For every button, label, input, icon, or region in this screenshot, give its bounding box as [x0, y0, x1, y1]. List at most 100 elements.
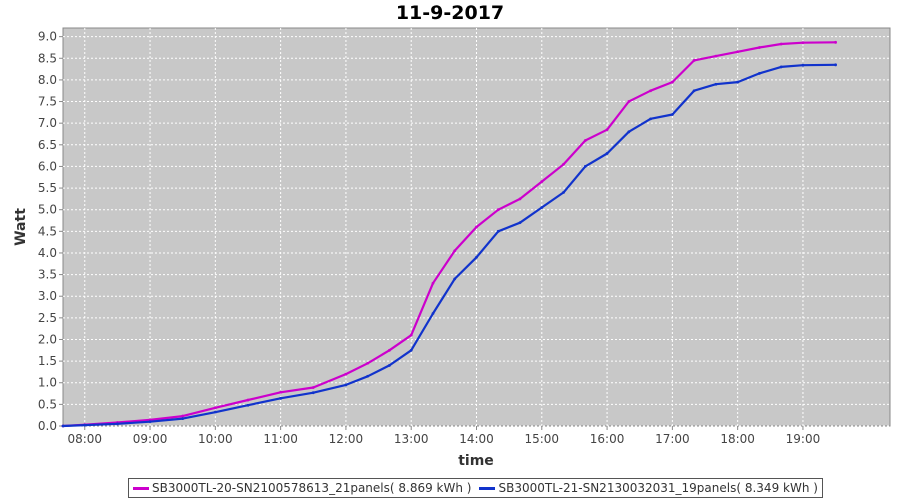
series-2-point: [583, 165, 587, 168]
axes: 0.0 0.5 1.0 1.5 2.0 2.5 3.0 3.5 4.0 4.5 5.0 5.5 6.0 6…: [38, 30, 820, 446]
series-2-point: [279, 396, 283, 400]
series-line-2: [62, 63, 836, 428]
grid-lines: [63, 28, 890, 427]
series-1-point: [409, 333, 413, 337]
series-2-point: [692, 89, 696, 93]
series-2-point: [388, 364, 391, 367]
series-2-point: [409, 348, 413, 352]
series-1-point: [518, 197, 522, 201]
series-2-point: [366, 374, 370, 378]
y-tick-label: 7.5: [38, 95, 57, 109]
y-tick-label: 6.5: [38, 138, 57, 152]
y-tick-label: 0.5: [38, 397, 57, 411]
chart-title: 11-9-2017: [395, 2, 505, 24]
series-2-point: [116, 422, 119, 426]
series-1-point: [758, 46, 761, 49]
series-2-point: [627, 130, 631, 134]
series-2-point: [736, 80, 740, 84]
series-2-point: [213, 410, 217, 414]
y-tick-label: 1.0: [38, 376, 57, 390]
series-1-point: [246, 398, 250, 402]
y-tick-label: 1.5: [38, 354, 57, 368]
x-tick-label: 10:00: [198, 432, 233, 446]
series-lines: [61, 40, 837, 428]
series-2-point: [758, 72, 761, 75]
series-2-point: [518, 221, 522, 225]
series-1-point: [779, 42, 783, 46]
series-1-point: [344, 372, 348, 376]
y-tick-label: 5.5: [38, 181, 57, 195]
series-2-point: [246, 403, 250, 407]
series-2-point: [779, 65, 783, 69]
x-tick-label: 15:00: [524, 432, 559, 446]
y-tick-label: 7.0: [38, 116, 57, 130]
series-1-point: [736, 50, 740, 54]
series-2-point: [431, 312, 435, 315]
series-1-point: [714, 54, 718, 58]
series-2-point: [311, 391, 315, 395]
y-tick-label: 3.5: [38, 268, 57, 282]
y-tick-label: 8.0: [38, 73, 57, 87]
series-1-point: [181, 414, 185, 418]
series-2-point: [834, 63, 837, 67]
legend-label: SB3000TL-21-SN2130032031_19panels( 8.349…: [498, 481, 818, 495]
series-1-point: [540, 180, 544, 183]
y-tick-label: 4.0: [38, 246, 57, 260]
x-tick-label: 11:00: [263, 432, 298, 446]
series-2-point: [540, 206, 544, 209]
legend-swatch: [479, 486, 496, 490]
x-tick-label: 16:00: [590, 432, 625, 446]
x-axis-label: time: [458, 453, 494, 469]
series-1-point: [475, 225, 478, 229]
legend: SB3000TL-20-SN2100578613_21panels( 8.869…: [128, 478, 823, 498]
series-1-point: [801, 41, 805, 45]
series-1-point: [605, 128, 609, 132]
legend-swatch: [133, 486, 149, 490]
series-1-point: [649, 89, 653, 93]
y-tick-label: 2.0: [38, 332, 57, 346]
series-2-point: [562, 190, 565, 194]
series-2-point: [714, 82, 718, 86]
series-2-point: [801, 63, 805, 67]
series-1-point: [431, 281, 435, 285]
series-1-point: [388, 348, 391, 352]
x-tick-label: 09:00: [133, 432, 168, 446]
y-tick-label: 4.5: [38, 224, 57, 238]
series-2-point: [83, 423, 87, 427]
x-tick-label: 13:00: [394, 432, 429, 446]
series-1-point: [670, 80, 674, 84]
series-1-point: [562, 162, 565, 166]
series-1-point: [453, 249, 457, 253]
x-tick-label: 08:00: [67, 432, 102, 446]
y-tick-label: 6.0: [38, 159, 57, 173]
series-1-point: [213, 406, 217, 410]
legend-item: SB3000TL-21-SN2130032031_19panels( 8.349…: [479, 481, 818, 495]
y-tick-label: 2.5: [38, 311, 57, 325]
series-1-point: [496, 208, 500, 212]
legend-label: SB3000TL-20-SN2100578613_21panels( 8.869…: [152, 481, 472, 495]
y-tick-label: 9.0: [38, 30, 57, 44]
y-tick-label: 3.0: [38, 289, 57, 303]
x-tick-label: 17:00: [655, 432, 690, 446]
series-1-point: [692, 59, 696, 62]
y-axis-label: Watt: [13, 208, 29, 246]
series-1-point: [627, 100, 631, 103]
x-tick-label: 19:00: [786, 432, 821, 446]
x-tick-label: 12:00: [329, 432, 364, 446]
x-tick-label: 18:00: [720, 432, 755, 446]
series-2-point: [605, 152, 609, 155]
series-2-point: [475, 255, 478, 259]
series-2-point: [148, 420, 152, 424]
series-line-1: [62, 41, 836, 428]
series-2-point: [649, 117, 653, 121]
series-2-point: [181, 417, 185, 421]
series-1-point: [279, 390, 283, 394]
series-1-point: [583, 139, 587, 142]
series-1-point: [366, 361, 370, 365]
series-2-point: [61, 424, 65, 428]
y-tick-label: 5.0: [38, 203, 57, 217]
series-2-point: [496, 229, 500, 233]
y-tick-label: 0.0: [38, 419, 57, 433]
series-1-point: [311, 386, 315, 389]
